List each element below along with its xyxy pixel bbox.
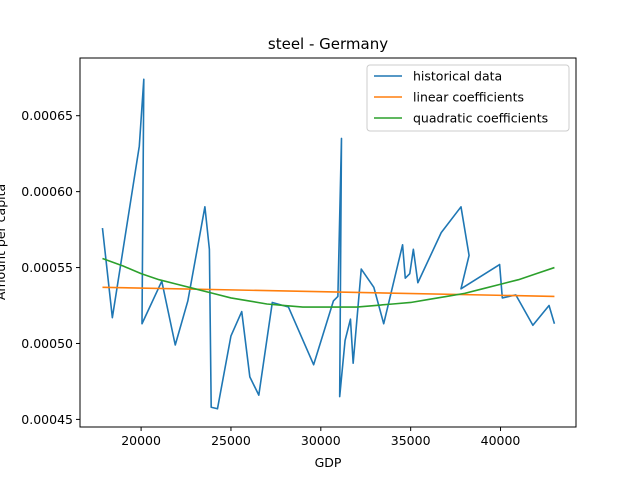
x-tick-label: 30000 (301, 433, 341, 448)
series-line-3 (102, 257, 555, 308)
legend-label: historical data (413, 69, 502, 84)
y-tick-label: 0.00045 (21, 412, 73, 427)
x-axis: 20000 25000 30000 35000 40000 (121, 427, 520, 448)
chart-title: steel - Germany (268, 35, 388, 53)
y-tick-label: 0.00050 (21, 336, 73, 351)
legend-label: quadratic coefficients (413, 111, 548, 126)
legend-label: linear coefficients (413, 90, 524, 105)
x-tick-label: 40000 (481, 433, 521, 448)
x-tick-label: 20000 (121, 433, 161, 448)
series-line-1 (101, 78, 556, 410)
legend-box (366, 64, 570, 132)
x-tick-label: 25000 (211, 433, 251, 448)
x-tick-label: 35000 (391, 433, 431, 448)
x-axis-title: GDP (315, 455, 342, 470)
y-axis: 0.00045 0.00050 0.00055 0.00060 0.00065 (21, 108, 80, 427)
y-tick-label: 0.00065 (21, 108, 73, 123)
plot-frame (79, 57, 577, 428)
series-line-2 (102, 286, 555, 298)
y-axis-title: Amount per capita (0, 184, 8, 300)
y-tick-label: 0.00060 (21, 184, 73, 199)
legend: historical data linear coefficients quadra… (366, 64, 570, 132)
plot-area (79, 57, 577, 428)
y-tick-label: 0.00055 (21, 260, 73, 275)
series-layer (101, 78, 556, 410)
